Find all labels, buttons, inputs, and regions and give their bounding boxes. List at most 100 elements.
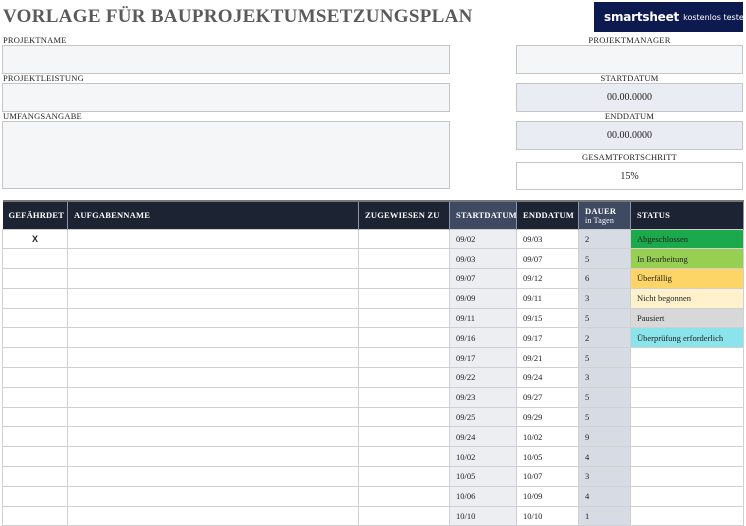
at-risk-cell[interactable] [2,485,68,507]
duration-cell[interactable]: 1 [578,505,631,526]
assigned-to-cell[interactable] [358,228,450,250]
assigned-to-cell[interactable] [358,248,450,270]
duration-cell[interactable]: 5 [578,347,631,369]
status-cell[interactable] [630,367,744,388]
end-date-cell[interactable]: 09/29 [516,406,579,428]
project-deliverable-field[interactable] [2,83,450,112]
col-header-assigned-to[interactable]: ZUGEWIESEN ZU [358,200,450,229]
start-date-cell[interactable]: 10/10 [449,505,517,526]
status-cell[interactable]: Abgeschlossen [630,228,744,250]
at-risk-cell[interactable] [2,268,68,289]
end-date-cell[interactable]: 09/11 [516,287,579,309]
end-date-cell[interactable]: 09/27 [516,386,579,408]
start-date-cell[interactable]: 09/02 [449,228,517,250]
end-date-field[interactable]: 00.00.0000 [516,121,743,150]
col-header-task-name[interactable]: AUFGABENNAME [67,200,359,229]
start-date-cell[interactable]: 09/23 [449,386,517,408]
task-name-cell[interactable] [67,307,359,329]
duration-cell[interactable]: 3 [578,466,631,487]
end-date-cell[interactable]: 09/17 [516,327,579,349]
task-name-cell[interactable] [67,228,359,250]
task-name-cell[interactable] [67,485,359,507]
end-date-cell[interactable]: 09/07 [516,248,579,270]
start-date-cell[interactable]: 09/03 [449,248,517,270]
start-date-cell[interactable]: 09/07 [449,268,517,289]
at-risk-cell[interactable] [2,347,68,369]
start-date-cell[interactable]: 09/24 [449,426,517,448]
status-cell[interactable]: Pausiert [630,307,744,329]
at-risk-cell[interactable] [2,367,68,388]
start-date-cell[interactable]: 09/22 [449,367,517,388]
status-cell[interactable]: In Bearbeitung [630,248,744,270]
status-cell[interactable] [630,386,744,408]
assigned-to-cell[interactable] [358,347,450,369]
end-date-cell[interactable]: 09/03 [516,228,579,250]
duration-cell[interactable]: 5 [578,307,631,329]
start-date-cell[interactable]: 10/06 [449,485,517,507]
start-date-cell[interactable]: 09/25 [449,406,517,428]
start-date-cell[interactable]: 09/09 [449,287,517,309]
project-name-field[interactable] [2,45,450,74]
end-date-cell[interactable]: 10/07 [516,466,579,487]
status-cell[interactable] [630,505,744,526]
assigned-to-cell[interactable] [358,485,450,507]
assigned-to-cell[interactable] [358,466,450,487]
start-date-cell[interactable]: 10/02 [449,446,517,468]
end-date-cell[interactable]: 09/24 [516,367,579,388]
at-risk-cell[interactable] [2,446,68,468]
scope-field[interactable] [2,121,450,189]
task-name-cell[interactable] [67,426,359,448]
duration-cell[interactable]: 3 [578,287,631,309]
task-name-cell[interactable] [67,406,359,428]
duration-cell[interactable]: 9 [578,426,631,448]
project-manager-field[interactable] [516,45,743,74]
task-name-cell[interactable] [67,386,359,408]
at-risk-cell[interactable] [2,287,68,309]
end-date-cell[interactable]: 10/05 [516,446,579,468]
status-cell[interactable] [630,347,744,369]
start-date-cell[interactable]: 10/05 [449,466,517,487]
assigned-to-cell[interactable] [358,426,450,448]
status-cell[interactable]: Nicht begonnen [630,287,744,309]
col-header-start-date[interactable]: STARTDATUM [449,200,517,229]
at-risk-cell[interactable] [2,386,68,408]
status-cell[interactable] [630,466,744,487]
duration-cell[interactable]: 4 [578,446,631,468]
end-date-cell[interactable]: 10/09 [516,485,579,507]
at-risk-cell[interactable] [2,307,68,329]
duration-cell[interactable]: 5 [578,386,631,408]
start-date-cell[interactable]: 09/11 [449,307,517,329]
duration-cell[interactable]: 5 [578,248,631,270]
start-date-cell[interactable]: 09/17 [449,347,517,369]
at-risk-cell[interactable] [2,327,68,349]
end-date-cell[interactable]: 09/15 [516,307,579,329]
smartsheet-logo-button[interactable]: smartsheet kostenlos testen [594,2,746,32]
at-risk-cell[interactable] [2,406,68,428]
task-name-cell[interactable] [67,327,359,349]
start-date-cell[interactable]: 09/16 [449,327,517,349]
duration-cell[interactable]: 2 [578,228,631,250]
assigned-to-cell[interactable] [358,505,450,526]
at-risk-cell[interactable]: X [2,228,68,250]
at-risk-cell[interactable] [2,466,68,487]
end-date-cell[interactable]: 09/12 [516,268,579,289]
status-cell[interactable] [630,426,744,448]
col-header-duration[interactable]: DAUER in Tagen [578,200,631,229]
status-cell[interactable] [630,446,744,468]
task-name-cell[interactable] [67,505,359,526]
task-name-cell[interactable] [67,268,359,289]
status-cell[interactable]: Überprüfung erforderlich [630,327,744,349]
assigned-to-cell[interactable] [358,446,450,468]
col-header-at-risk[interactable]: GEFÄHRDET [2,200,68,229]
start-date-field[interactable]: 00.00.0000 [516,83,743,112]
task-name-cell[interactable] [67,347,359,369]
task-name-cell[interactable] [67,446,359,468]
at-risk-cell[interactable] [2,426,68,448]
col-header-end-date[interactable]: ENDDATUM [516,200,579,229]
assigned-to-cell[interactable] [358,367,450,388]
duration-cell[interactable]: 2 [578,327,631,349]
assigned-to-cell[interactable] [358,307,450,329]
task-name-cell[interactable] [67,466,359,487]
at-risk-cell[interactable] [2,505,68,526]
task-name-cell[interactable] [67,248,359,270]
